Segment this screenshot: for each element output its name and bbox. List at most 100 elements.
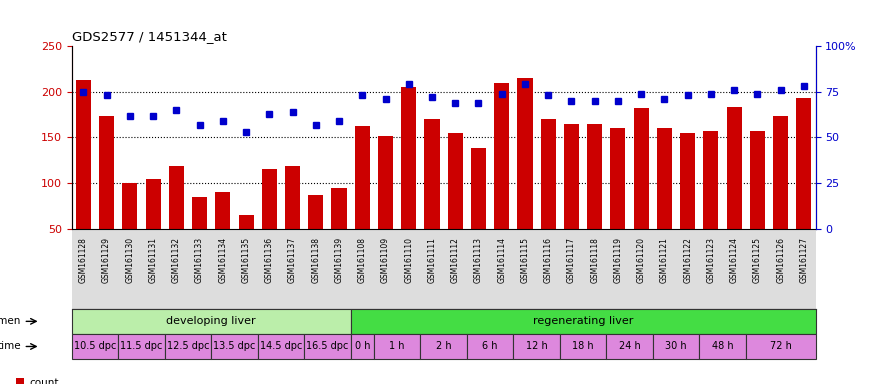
Text: GSM161108: GSM161108 <box>358 237 367 283</box>
Text: 16.5 dpc: 16.5 dpc <box>306 341 348 351</box>
Bar <box>239 215 254 275</box>
Bar <box>653 334 699 359</box>
Bar <box>351 309 816 334</box>
Text: GSM161139: GSM161139 <box>334 237 344 283</box>
Bar <box>564 124 579 275</box>
Text: GSM161127: GSM161127 <box>800 237 808 283</box>
Bar <box>169 166 184 275</box>
Bar <box>285 166 300 275</box>
Bar <box>72 309 351 334</box>
Text: GSM161117: GSM161117 <box>567 237 576 283</box>
Text: GSM161123: GSM161123 <box>706 237 716 283</box>
Bar <box>123 183 137 275</box>
Bar <box>657 128 672 275</box>
Text: 1 h: 1 h <box>389 341 405 351</box>
Bar <box>467 334 514 359</box>
Text: 24 h: 24 h <box>619 341 640 351</box>
Text: specimen: specimen <box>0 316 21 326</box>
Text: GSM161115: GSM161115 <box>521 237 529 283</box>
Text: 6 h: 6 h <box>482 341 498 351</box>
Text: 12.5 dpc: 12.5 dpc <box>167 341 209 351</box>
Text: regenerating liver: regenerating liver <box>533 316 634 326</box>
Bar <box>448 133 463 275</box>
Bar <box>517 78 533 275</box>
Text: GSM161137: GSM161137 <box>288 237 297 283</box>
Text: GSM161111: GSM161111 <box>428 237 437 283</box>
Bar <box>541 119 556 275</box>
Text: 13.5 dpc: 13.5 dpc <box>214 341 256 351</box>
Bar <box>514 334 560 359</box>
Bar <box>76 80 91 275</box>
Text: time: time <box>0 341 21 351</box>
Text: GSM161135: GSM161135 <box>242 237 250 283</box>
Bar <box>192 197 207 275</box>
Bar <box>215 192 230 275</box>
Bar <box>145 179 161 275</box>
Bar <box>699 334 746 359</box>
Text: 11.5 dpc: 11.5 dpc <box>120 341 163 351</box>
Legend: count, percentile rank within the sample: count, percentile rank within the sample <box>16 378 206 384</box>
Bar <box>354 126 370 275</box>
Text: GSM161126: GSM161126 <box>776 237 785 283</box>
Bar <box>746 334 816 359</box>
Text: GSM161134: GSM161134 <box>219 237 228 283</box>
Bar <box>774 116 788 275</box>
Text: GSM161110: GSM161110 <box>404 237 413 283</box>
Bar <box>796 98 811 275</box>
Text: GSM161122: GSM161122 <box>683 237 692 283</box>
Bar <box>424 119 439 275</box>
Text: GSM161136: GSM161136 <box>265 237 274 283</box>
Bar <box>634 108 648 275</box>
Text: 2 h: 2 h <box>436 341 452 351</box>
Text: 0 h: 0 h <box>354 341 370 351</box>
Text: GSM161128: GSM161128 <box>79 237 88 283</box>
Text: GSM161125: GSM161125 <box>752 237 762 283</box>
Text: GSM161113: GSM161113 <box>474 237 483 283</box>
Bar <box>262 169 276 275</box>
Bar <box>726 107 742 275</box>
Text: GSM161116: GSM161116 <box>543 237 553 283</box>
Bar <box>118 334 164 359</box>
Bar <box>72 334 118 359</box>
Bar <box>258 334 304 359</box>
Text: 10.5 dpc: 10.5 dpc <box>74 341 116 351</box>
Bar <box>494 83 509 275</box>
Text: 72 h: 72 h <box>770 341 792 351</box>
Text: 14.5 dpc: 14.5 dpc <box>260 341 302 351</box>
Bar <box>606 334 653 359</box>
Bar <box>164 334 211 359</box>
Text: GSM161130: GSM161130 <box>125 237 135 283</box>
Text: 18 h: 18 h <box>572 341 594 351</box>
Text: 48 h: 48 h <box>711 341 733 351</box>
Bar <box>420 334 467 359</box>
Text: 12 h: 12 h <box>526 341 548 351</box>
Bar <box>304 334 351 359</box>
Text: GSM161121: GSM161121 <box>660 237 668 283</box>
Bar <box>587 124 602 275</box>
Text: GSM161124: GSM161124 <box>730 237 738 283</box>
Text: GSM161138: GSM161138 <box>312 237 320 283</box>
Bar <box>332 188 346 275</box>
Text: 30 h: 30 h <box>665 341 687 351</box>
Text: GSM161132: GSM161132 <box>172 237 181 283</box>
Bar <box>211 334 258 359</box>
Bar <box>611 128 626 275</box>
Text: developing liver: developing liver <box>166 316 256 326</box>
Text: GSM161114: GSM161114 <box>497 237 507 283</box>
Bar <box>402 87 416 275</box>
Text: GSM161119: GSM161119 <box>613 237 622 283</box>
Bar <box>680 133 696 275</box>
Bar <box>351 334 374 359</box>
Text: GDS2577 / 1451344_at: GDS2577 / 1451344_at <box>72 30 227 43</box>
Text: GSM161131: GSM161131 <box>149 237 157 283</box>
Bar <box>378 136 393 275</box>
Text: GSM161118: GSM161118 <box>591 237 599 283</box>
Bar <box>471 147 486 275</box>
Bar <box>750 131 765 275</box>
Text: GSM161120: GSM161120 <box>637 237 646 283</box>
Bar <box>308 195 324 275</box>
Bar <box>704 131 718 275</box>
Text: GSM161133: GSM161133 <box>195 237 204 283</box>
Text: GSM161109: GSM161109 <box>381 237 390 283</box>
Text: GSM161129: GSM161129 <box>102 237 111 283</box>
